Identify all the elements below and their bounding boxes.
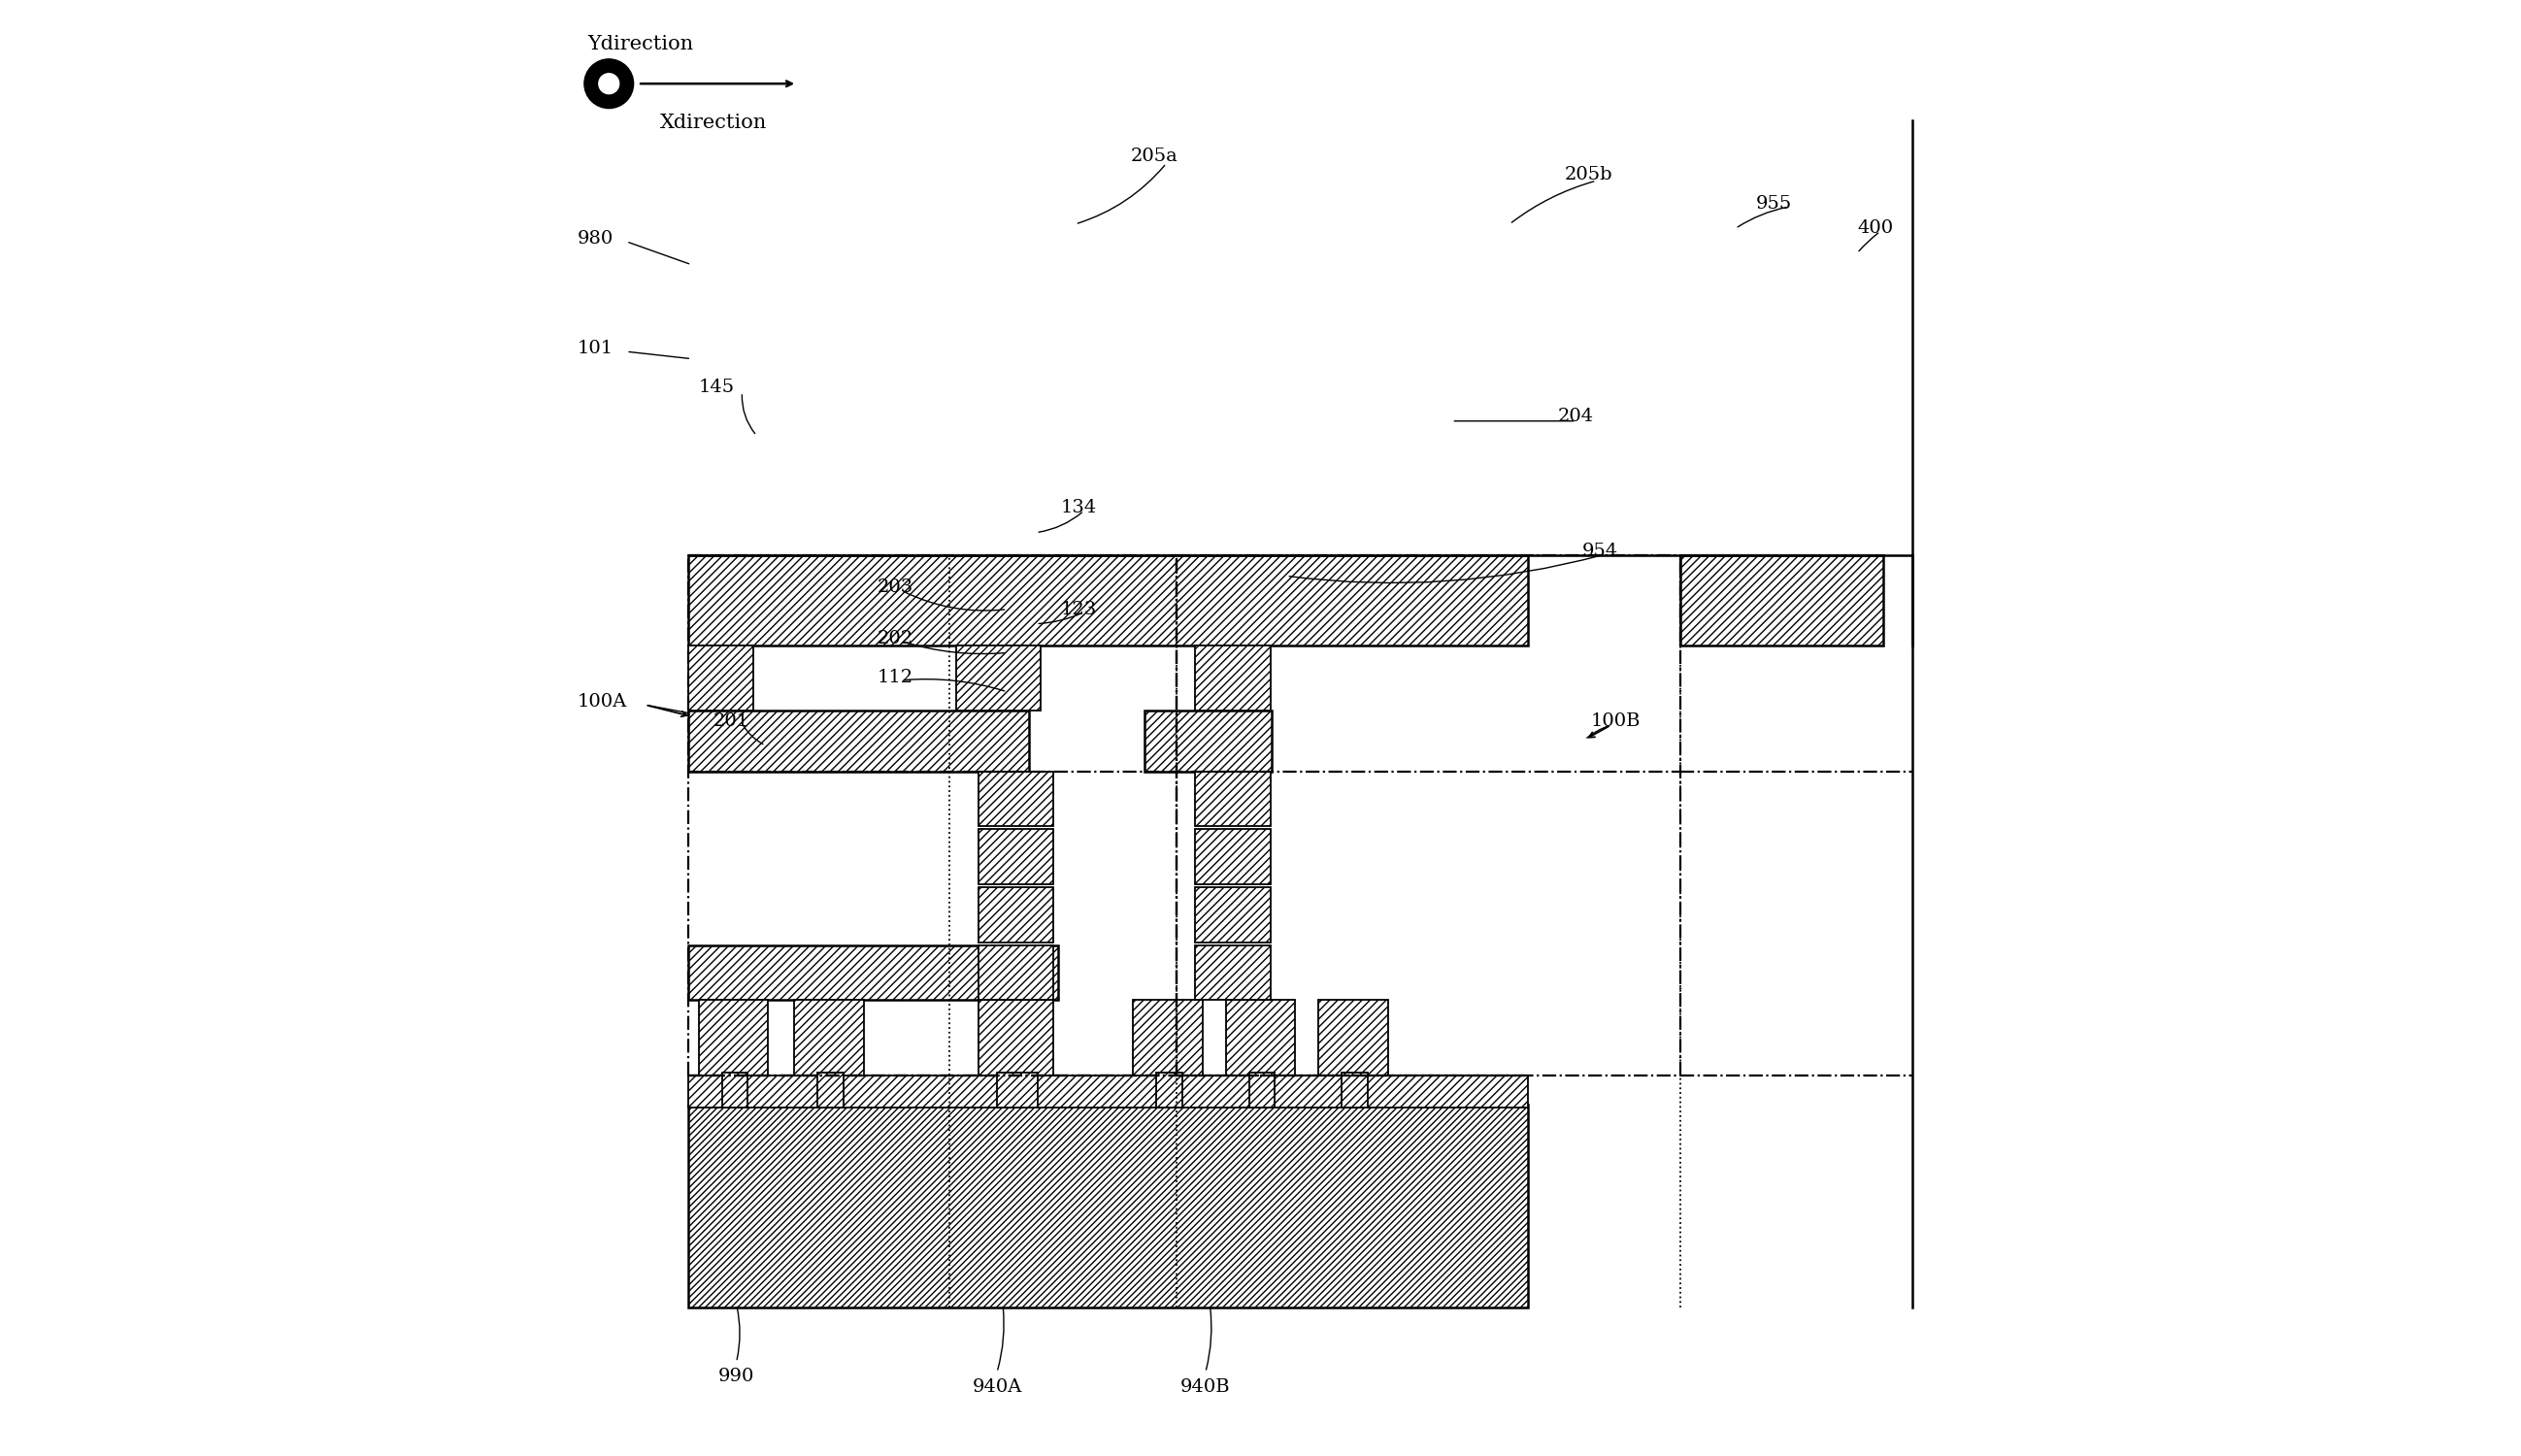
Bar	[978, 830, 1054, 884]
Text: 203: 203	[877, 579, 913, 597]
Text: 990: 990	[718, 1369, 754, 1386]
Bar	[996, 1073, 1039, 1108]
Bar	[978, 887, 1054, 942]
Text: 145: 145	[698, 379, 734, 396]
Text: 101: 101	[577, 339, 613, 357]
Text: 940B: 940B	[1180, 1377, 1230, 1395]
Bar	[978, 945, 1054, 1000]
Bar	[1195, 887, 1271, 942]
Text: 112: 112	[877, 668, 913, 686]
Text: 201: 201	[713, 712, 749, 729]
Bar	[1248, 1073, 1276, 1108]
Text: 134: 134	[1061, 499, 1097, 517]
Circle shape	[600, 74, 620, 93]
Text: 980: 980	[577, 230, 613, 248]
Text: 100A: 100A	[577, 693, 628, 711]
Text: 955: 955	[1755, 195, 1792, 213]
Bar	[1132, 1000, 1203, 1076]
Text: 123: 123	[1061, 600, 1097, 617]
Bar	[688, 945, 1059, 1000]
Bar	[721, 1073, 749, 1108]
Bar	[978, 772, 1054, 827]
Text: 205a: 205a	[1129, 147, 1177, 165]
Text: 400: 400	[1858, 220, 1893, 237]
Text: 204: 204	[1558, 408, 1593, 425]
Text: 954: 954	[1583, 543, 1618, 561]
Bar	[978, 1000, 1054, 1076]
Bar	[1225, 1000, 1296, 1076]
Bar	[1145, 711, 1273, 772]
Bar	[1195, 945, 1271, 1000]
Bar	[1195, 830, 1271, 884]
Bar	[1682, 556, 1883, 645]
Bar	[688, 1076, 1528, 1108]
Bar	[955, 645, 1041, 711]
Bar	[698, 1000, 769, 1076]
Circle shape	[585, 60, 633, 108]
Bar	[1195, 645, 1271, 711]
Bar	[688, 1105, 1528, 1307]
Bar	[1195, 772, 1271, 827]
Text: 100B: 100B	[1591, 712, 1641, 729]
Bar	[794, 1000, 865, 1076]
Text: 202: 202	[877, 629, 913, 646]
Bar	[688, 645, 754, 711]
Bar	[688, 556, 1528, 645]
Text: Xdirection: Xdirection	[661, 114, 766, 132]
Bar	[1318, 1000, 1389, 1076]
Text: 205b: 205b	[1566, 166, 1613, 183]
Bar	[1341, 1073, 1369, 1108]
Text: Ydirection: Ydirection	[587, 35, 693, 54]
Bar	[688, 711, 1029, 772]
Bar	[1157, 1073, 1182, 1108]
Bar	[817, 1073, 845, 1108]
Text: 940A: 940A	[973, 1377, 1021, 1395]
